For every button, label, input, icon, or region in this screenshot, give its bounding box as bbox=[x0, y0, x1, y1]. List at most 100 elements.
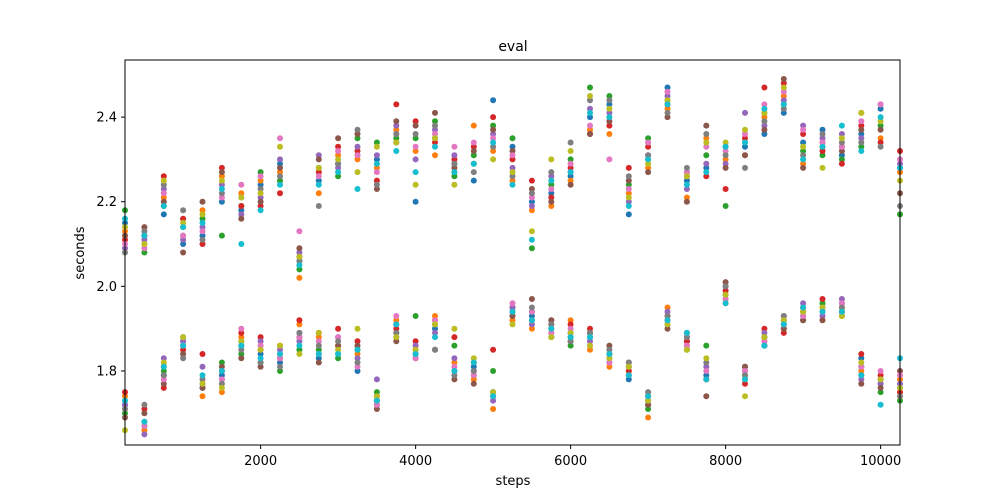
data-point bbox=[877, 139, 884, 146]
data-point bbox=[509, 313, 516, 319]
data-point bbox=[722, 296, 729, 302]
data-point bbox=[858, 148, 865, 154]
data-point bbox=[587, 325, 593, 332]
data-point bbox=[296, 351, 303, 357]
data-point bbox=[257, 194, 264, 201]
data-point bbox=[838, 148, 845, 154]
data-point bbox=[780, 88, 787, 95]
data-point bbox=[780, 325, 787, 332]
data-point bbox=[296, 342, 303, 349]
data-point bbox=[470, 169, 477, 176]
data-point bbox=[199, 384, 206, 391]
data-point bbox=[606, 131, 613, 137]
x-tick-label: 2000 bbox=[244, 454, 277, 469]
data-point bbox=[703, 122, 710, 129]
data-point bbox=[587, 126, 593, 133]
data-point bbox=[509, 164, 516, 171]
data-point bbox=[858, 376, 865, 383]
data-point bbox=[470, 122, 477, 129]
data-point bbox=[218, 380, 225, 387]
data-point bbox=[800, 156, 807, 163]
data-point bbox=[335, 164, 342, 171]
data-point bbox=[625, 173, 632, 180]
data-point bbox=[257, 207, 264, 214]
data-point bbox=[470, 376, 477, 383]
data-point bbox=[296, 249, 303, 256]
data-point bbox=[838, 122, 845, 129]
data-point bbox=[199, 224, 206, 231]
data-point bbox=[528, 296, 535, 302]
data-point bbox=[412, 169, 419, 176]
data-point bbox=[393, 329, 400, 336]
data-point bbox=[335, 351, 342, 357]
data-point bbox=[858, 135, 865, 142]
data-point bbox=[703, 135, 710, 142]
data-point bbox=[257, 334, 264, 341]
data-point bbox=[800, 317, 807, 324]
x-tick-label: 4000 bbox=[399, 454, 432, 469]
data-point bbox=[742, 152, 748, 159]
data-point bbox=[548, 329, 555, 336]
data-point bbox=[528, 325, 535, 332]
data-point bbox=[819, 143, 826, 150]
data-point bbox=[567, 181, 574, 188]
data-point bbox=[490, 389, 497, 396]
data-point bbox=[761, 101, 768, 108]
data-point bbox=[199, 393, 206, 400]
data-point bbox=[412, 351, 419, 357]
data-point bbox=[199, 215, 206, 222]
data-point bbox=[160, 380, 167, 387]
data-point bbox=[432, 317, 438, 324]
data-point bbox=[703, 368, 710, 374]
data-point bbox=[664, 313, 671, 319]
data-point bbox=[703, 139, 710, 146]
data-point bbox=[470, 177, 477, 184]
data-point bbox=[257, 338, 264, 345]
data-point bbox=[315, 351, 322, 357]
data-point bbox=[315, 173, 322, 180]
data-point bbox=[432, 109, 438, 116]
data-point bbox=[238, 351, 245, 357]
data-point bbox=[141, 236, 148, 243]
data-point bbox=[742, 376, 748, 383]
data-point bbox=[645, 164, 652, 171]
data-point bbox=[354, 359, 361, 366]
data-point bbox=[780, 321, 787, 328]
data-point bbox=[335, 160, 342, 167]
data-point bbox=[664, 321, 671, 328]
data-point bbox=[373, 164, 380, 171]
data-point bbox=[412, 346, 419, 353]
data-point bbox=[335, 135, 342, 142]
data-point bbox=[664, 109, 671, 116]
data-point bbox=[470, 359, 477, 366]
data-point bbox=[432, 126, 438, 133]
data-point bbox=[703, 160, 710, 167]
data-point bbox=[877, 380, 884, 387]
data-point bbox=[838, 131, 845, 137]
data-point bbox=[354, 135, 361, 142]
data-point bbox=[587, 342, 593, 349]
data-point bbox=[819, 308, 826, 315]
data-point bbox=[238, 181, 245, 188]
data-point bbox=[567, 317, 574, 324]
data-point bbox=[703, 359, 710, 366]
data-point bbox=[800, 152, 807, 159]
data-point bbox=[567, 156, 574, 163]
data-point bbox=[587, 84, 593, 91]
data-point bbox=[277, 346, 283, 353]
data-point bbox=[373, 177, 380, 184]
data-point bbox=[742, 363, 748, 370]
data-point bbox=[470, 143, 477, 150]
data-point bbox=[238, 215, 245, 222]
data-point bbox=[277, 359, 283, 366]
data-point bbox=[160, 186, 167, 192]
data-point bbox=[412, 342, 419, 349]
data-point bbox=[238, 194, 245, 201]
data-point bbox=[296, 266, 303, 273]
data-point bbox=[354, 186, 361, 192]
data-point bbox=[296, 317, 303, 324]
data-point bbox=[528, 190, 535, 197]
data-point bbox=[703, 342, 710, 349]
data-point bbox=[160, 355, 167, 362]
data-point bbox=[509, 304, 516, 311]
